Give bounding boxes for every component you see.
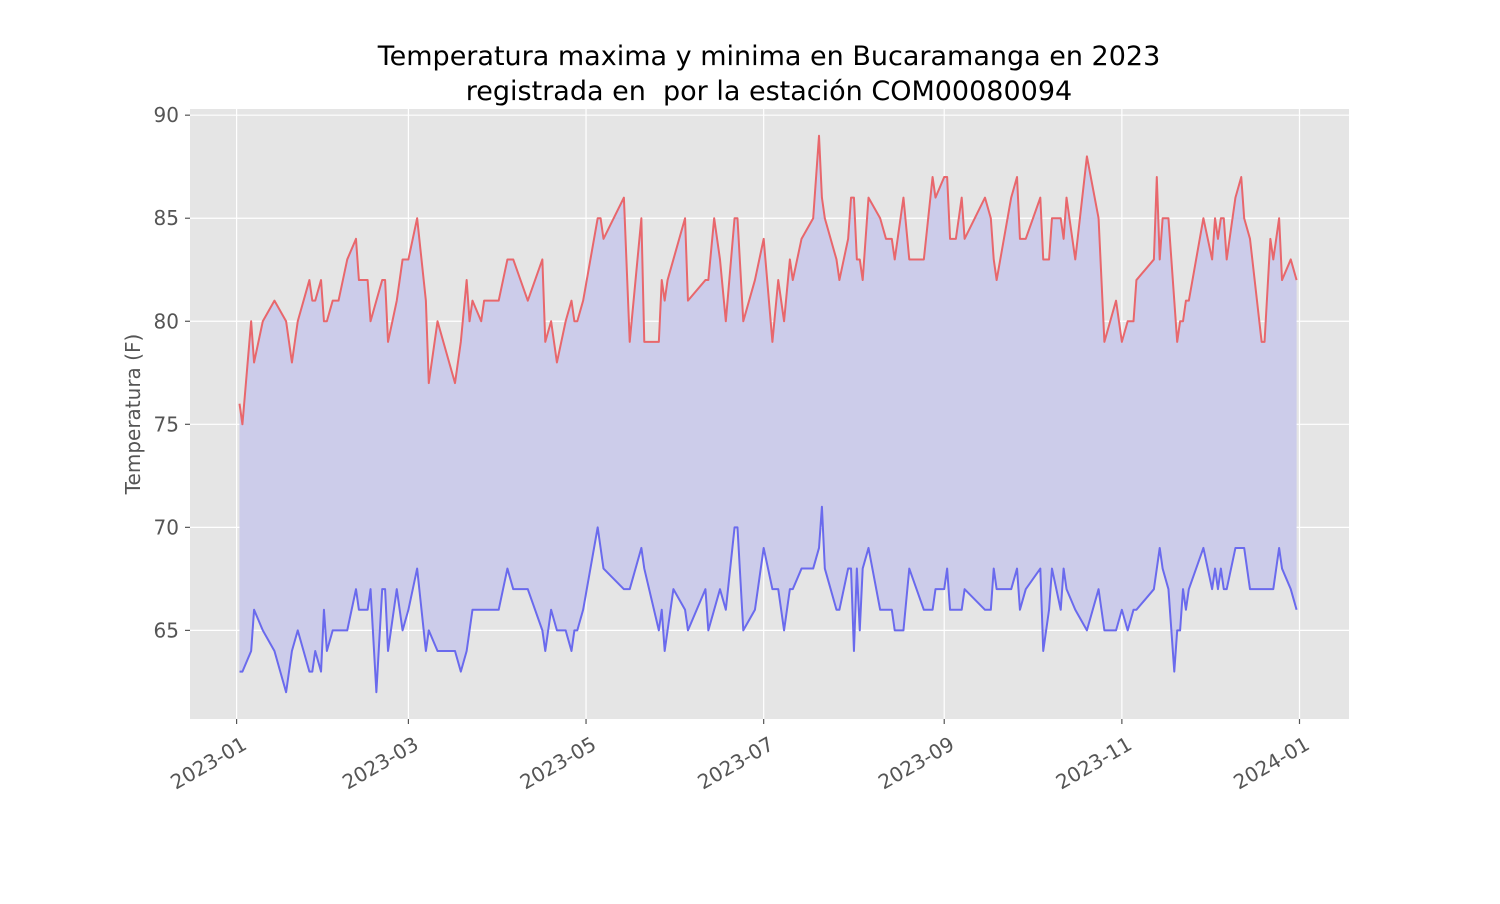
chart-subtitle: registrada en por la estación COM0008009…: [466, 76, 1072, 107]
series-line: [239, 505, 1298, 694]
chart-title: Temperatura maxima y minima en Bucaraman…: [377, 41, 1161, 72]
x-tick-label: 2023-03: [338, 732, 422, 795]
x-tick-label: 2023-09: [874, 732, 958, 795]
y-tick-label: 90: [154, 103, 179, 127]
y-tick-label: 80: [154, 309, 179, 333]
x-tick-label: 2023-11: [1052, 732, 1136, 795]
y-tick-label: 75: [154, 412, 179, 436]
x-tick-label: 2023-01: [166, 732, 250, 795]
y-tick-label: 85: [154, 206, 179, 230]
x-tick-label: 2023-05: [516, 732, 600, 795]
y-tick-label: 70: [154, 515, 179, 539]
y-axis-label: Temperatura (F): [121, 334, 145, 496]
range-area: [239, 135, 1297, 693]
y-tick-label: 65: [154, 618, 179, 642]
x-tick-label: 2023-07: [693, 732, 777, 795]
x-tick-label: 2024-01: [1229, 732, 1313, 795]
series-line: [238, 134, 1298, 426]
